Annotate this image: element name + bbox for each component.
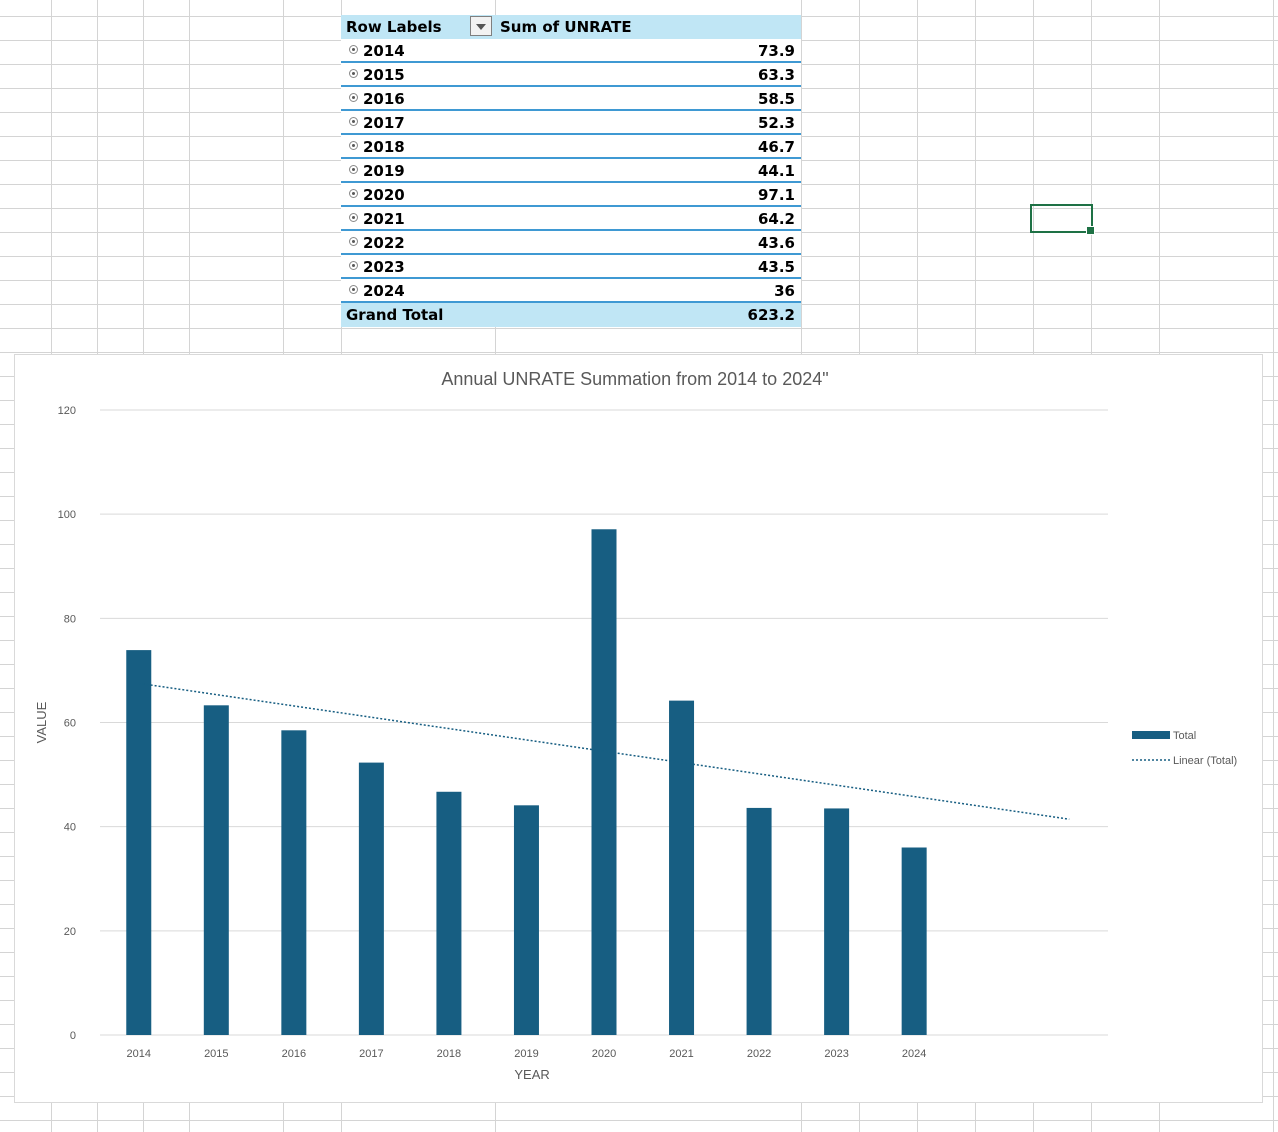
trendline[interactable] — [138, 682, 1070, 820]
pivot-row[interactable]: 2019 44.1 — [341, 159, 801, 183]
bar-2024[interactable] — [901, 847, 927, 1036]
pivot-row-label: 2021 — [363, 210, 405, 228]
pivot-row[interactable]: 2017 52.3 — [341, 111, 801, 135]
expand-icon[interactable] — [349, 285, 358, 294]
y-tick-label: 80 — [64, 613, 76, 625]
pivot-row-value: 97.1 — [757, 186, 795, 204]
pivot-row-value: 52.3 — [757, 114, 795, 132]
expand-icon[interactable] — [349, 261, 358, 270]
pivot-table: Row Labels Sum of UNRATE 2014 73.9 2015 63.… — [341, 15, 801, 327]
bar-2017[interactable] — [358, 762, 384, 1035]
x-axis-title: YEAR — [514, 1067, 549, 1082]
pivot-row-value: 36 — [774, 282, 795, 300]
pivot-header-row: Row Labels Sum of UNRATE — [341, 15, 801, 39]
x-tick-label: 2017 — [359, 1048, 383, 1060]
pivot-header-row-labels: Row Labels — [346, 18, 442, 36]
y-tick-label: 40 — [64, 822, 76, 834]
bar-2023[interactable] — [824, 808, 850, 1035]
x-tick-label: 2014 — [127, 1048, 151, 1060]
pivot-row-label: 2023 — [363, 258, 405, 276]
y-tick-label: 120 — [58, 405, 76, 417]
pivot-row-label: 2024 — [363, 282, 405, 300]
x-tick-label: 2020 — [592, 1048, 616, 1060]
pivot-row[interactable]: 2018 46.7 — [341, 135, 801, 159]
pivot-row-label: 2020 — [363, 186, 405, 204]
bar-2019[interactable] — [513, 805, 539, 1035]
bar-2015[interactable] — [203, 705, 229, 1035]
x-tick-label: 2019 — [514, 1048, 538, 1060]
pivot-row-value: 58.5 — [757, 90, 795, 108]
pivot-row-value: 73.9 — [757, 42, 795, 60]
expand-icon[interactable] — [349, 93, 358, 102]
selected-cell[interactable] — [1030, 204, 1093, 233]
filter-dropdown-icon[interactable] — [470, 16, 492, 36]
legend-label-trendline: Linear (Total) — [1173, 755, 1237, 767]
legend-swatch-total — [1132, 731, 1170, 739]
fill-handle[interactable] — [1086, 226, 1095, 235]
expand-icon[interactable] — [349, 45, 358, 54]
x-tick-label: 2021 — [669, 1048, 693, 1060]
legend[interactable]: Total Linear (Total) — [1132, 730, 1237, 767]
x-tick-label: 2023 — [824, 1048, 848, 1060]
pivot-row-value: 64.2 — [757, 210, 795, 228]
pivot-row-label: 2016 — [363, 90, 405, 108]
pivot-row[interactable]: 2023 43.5 — [341, 255, 801, 279]
pivot-header-value: Sum of UNRATE — [500, 18, 632, 36]
x-tick-label: 2022 — [747, 1048, 771, 1060]
pivot-row[interactable]: 2016 58.5 — [341, 87, 801, 111]
pivot-row-label: 2017 — [363, 114, 405, 132]
expand-icon[interactable] — [349, 117, 358, 126]
bar-2016[interactable] — [281, 730, 307, 1035]
bar-chart[interactable]: Annual UNRATE Summation from 2014 to 202… — [14, 354, 1263, 1103]
pivot-grand-total-row[interactable]: Grand Total 623.2 — [341, 303, 801, 327]
pivot-grand-total-value: 623.2 — [747, 306, 795, 324]
pivot-rows: 2014 73.9 2015 63.3 2016 58.5 2017 52.3 2018 46.7… — [341, 39, 801, 303]
pivot-row-value: 44.1 — [757, 162, 795, 180]
pivot-row-value: 63.3 — [757, 66, 795, 84]
pivot-row[interactable]: 2022 43.6 — [341, 231, 801, 255]
pivot-row-label: 2015 — [363, 66, 405, 84]
chart-title: Annual UNRATE Summation from 2014 to 202… — [441, 369, 828, 389]
expand-icon[interactable] — [349, 213, 358, 222]
x-tick-label: 2018 — [437, 1048, 461, 1060]
pivot-row-label: 2014 — [363, 42, 405, 60]
x-tick-label: 2016 — [282, 1048, 306, 1060]
y-tick-label: 60 — [64, 718, 76, 730]
pivot-row-label: 2022 — [363, 234, 405, 252]
bar-2020[interactable] — [591, 529, 617, 1035]
pivot-row[interactable]: 2014 73.9 — [341, 39, 801, 63]
expand-icon[interactable] — [349, 189, 358, 198]
pivot-row-value: 46.7 — [757, 138, 795, 156]
y-tick-label: 20 — [64, 926, 76, 938]
legend-label-total: Total — [1173, 730, 1196, 742]
y-tick-label: 0 — [70, 1030, 76, 1042]
x-tick-label: 2024 — [902, 1048, 926, 1060]
pivot-row[interactable]: 2024 36 — [341, 279, 801, 303]
pivot-row-value: 43.5 — [757, 258, 795, 276]
pivot-row-label: 2019 — [363, 162, 405, 180]
bar-2018[interactable] — [436, 791, 462, 1035]
pivot-row[interactable]: 2015 63.3 — [341, 63, 801, 87]
pivot-row[interactable]: 2020 97.1 — [341, 183, 801, 207]
expand-icon[interactable] — [349, 141, 358, 150]
pivot-grand-total-label: Grand Total — [346, 306, 444, 324]
bar-2021[interactable] — [669, 700, 695, 1035]
pivot-row-label: 2018 — [363, 138, 405, 156]
bar-2022[interactable] — [746, 807, 772, 1035]
y-axis-title: VALUE — [34, 701, 49, 743]
expand-icon[interactable] — [349, 69, 358, 78]
expand-icon[interactable] — [349, 165, 358, 174]
pivot-row[interactable]: 2021 64.2 — [341, 207, 801, 231]
bar-2014[interactable] — [126, 650, 152, 1035]
pivot-row-value: 43.6 — [757, 234, 795, 252]
expand-icon[interactable] — [349, 237, 358, 246]
y-tick-label: 100 — [58, 509, 76, 521]
x-tick-label: 2015 — [204, 1048, 228, 1060]
